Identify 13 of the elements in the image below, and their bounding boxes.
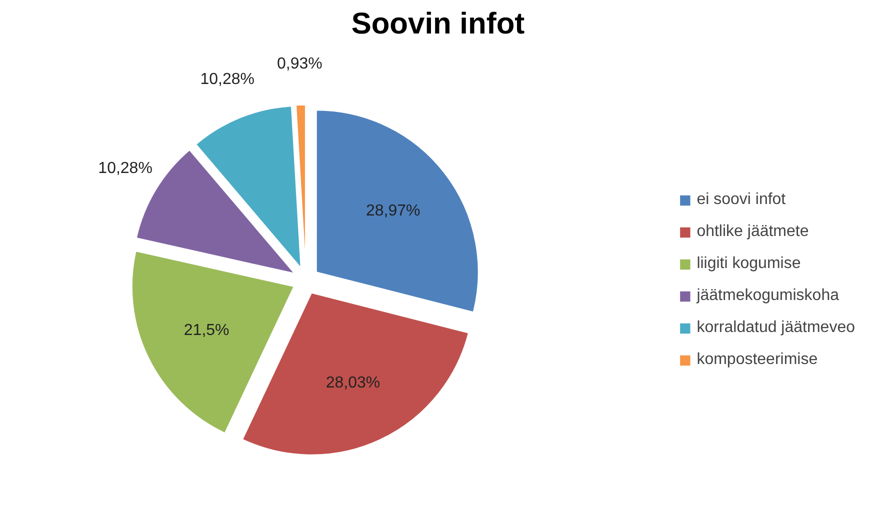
data-label: 28,03% <box>326 374 380 392</box>
legend-label: komposteerimise <box>696 351 818 369</box>
data-label: 10,28% <box>98 160 152 177</box>
data-label: 28,97% <box>366 202 420 220</box>
data-label: 10,28% <box>200 70 254 88</box>
legend-label: ohtlike jäätmete <box>696 223 809 241</box>
chart-title: Soovin infot <box>351 8 525 40</box>
legend-label: ei soovi infot <box>696 191 786 209</box>
legend-label: liigiti kogumise <box>696 255 801 273</box>
data-label: 0,93% <box>277 55 322 72</box>
data-label: 21,5% <box>184 322 230 339</box>
legend-label: korraldatud jäätmeveo <box>696 319 855 337</box>
legend-label: jäätmekogumiskoha <box>696 287 839 305</box>
